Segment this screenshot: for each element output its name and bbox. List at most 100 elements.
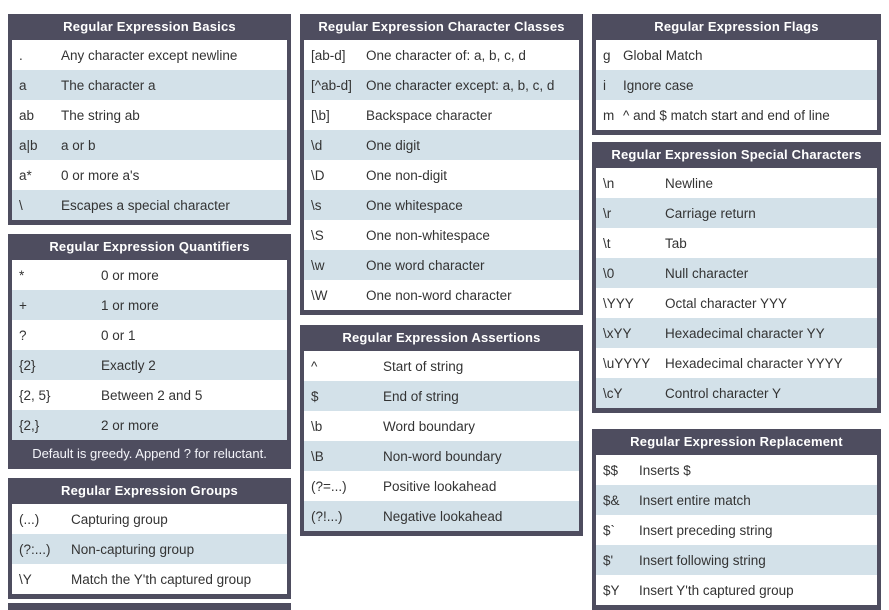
table-row: \d One digit — [304, 130, 579, 160]
table-groups-body: (...) Capturing group (?:...) Non-capturing… — [12, 504, 287, 594]
description-cell: Insert Y'th captured group — [639, 582, 794, 598]
table-row: \Y Match the Y'th captured group — [12, 564, 287, 594]
description-cell: One whitespace — [366, 197, 463, 213]
table-row: +1 or more — [12, 290, 287, 320]
table-row: \xYY Hexadecimal character YY — [596, 318, 877, 348]
pattern-cell: (...) — [19, 511, 40, 527]
table-flags-body: g Global Match i Ignore case m ^ and $ match … — [596, 40, 877, 130]
table-partial — [8, 603, 291, 610]
description-cell: Hexadecimal character YYYY — [665, 355, 843, 371]
table-row: ab The string ab — [12, 100, 287, 130]
pattern-cell: \S — [311, 227, 324, 243]
pattern-cell: a* — [19, 167, 32, 183]
table-replacement-title: Regular Expression Replacement — [596, 429, 877, 455]
table-row: (?!...) Negative lookahead — [304, 501, 579, 531]
description-cell: Any character except newline — [61, 47, 238, 63]
description-cell: Word boundary — [383, 418, 476, 434]
pattern-cell: \t — [603, 235, 611, 251]
table-replacement-body: $$ Inserts $ $& Insert entire match $` Insert… — [596, 455, 877, 605]
description-cell: Start of string — [383, 358, 464, 374]
table-row: \uYYYY Hexadecimal character YYYY — [596, 348, 877, 378]
description-cell: 0 or more — [101, 267, 159, 283]
description-cell: The string ab — [61, 107, 140, 123]
table-row: $$ Inserts $ — [596, 455, 877, 485]
pattern-cell: (?!...) — [311, 508, 343, 524]
table-row: $' Insert following string — [596, 545, 877, 575]
table-character-classes: Regular Expression Character Classes [ab-… — [300, 14, 583, 315]
table-row: {2, 5} Between 2 and 5 — [12, 380, 287, 410]
table-row: \cY Control character Y — [596, 378, 877, 408]
table-row: i Ignore case — [596, 70, 877, 100]
pattern-cell: $& — [603, 492, 620, 508]
pattern-cell: \B — [311, 448, 324, 464]
table-row: ^ Start of string — [304, 351, 579, 381]
table-row: a* 0 or more a's — [12, 160, 287, 190]
description-cell: a or b — [61, 137, 96, 153]
pattern-cell: \s — [311, 197, 322, 213]
table-row: $` Insert preceding string — [596, 515, 877, 545]
description-cell: 2 or more — [101, 417, 159, 433]
pattern-cell: a|b — [19, 137, 38, 153]
description-cell: Carriage return — [665, 205, 756, 221]
pattern-cell: \xYY — [603, 325, 632, 341]
pattern-cell: \YYY — [603, 295, 634, 311]
description-cell: 0 or more a's — [61, 167, 140, 183]
description-cell: One non-word character — [366, 287, 512, 303]
description-cell: Insert following string — [639, 552, 766, 568]
description-cell: The character a — [61, 77, 156, 93]
table-row: . Any character except newline — [12, 40, 287, 70]
description-cell: One character of: a, b, c, d — [366, 47, 526, 63]
pattern-cell: \Y — [19, 571, 32, 587]
table-assertions-title: Regular Expression Assertions — [304, 325, 579, 351]
pattern-cell: \r — [603, 205, 612, 221]
pattern-cell: \W — [311, 287, 328, 303]
table-replacement: Regular Expression Replacement $$ Inserts … — [592, 429, 881, 610]
pattern-cell: \ — [19, 197, 23, 213]
pattern-cell: $' — [603, 552, 614, 568]
description-cell: Inserts $ — [639, 462, 691, 478]
table-row: \b Word boundary — [304, 411, 579, 441]
table-row: [ab-d] One character of: a, b, c, d — [304, 40, 579, 70]
description-cell: Ignore case — [623, 77, 694, 93]
description-cell: One digit — [366, 137, 421, 153]
table-row: \n Newline — [596, 168, 877, 198]
description-cell: One character except: a, b, c, d — [366, 77, 555, 93]
table-row: (...) Capturing group — [12, 504, 287, 534]
pattern-cell: [\b] — [311, 107, 330, 123]
pattern-cell: g — [603, 47, 611, 63]
table-row: \D One non-digit — [304, 160, 579, 190]
pattern-cell: {2, 5} — [19, 387, 51, 403]
pattern-cell: \d — [311, 137, 323, 153]
pattern-cell: {2} — [19, 357, 36, 373]
column-left: Regular Expression Basics. Any character … — [8, 14, 291, 610]
table-special-characters: Regular Expression Special Characters \n N… — [592, 142, 881, 413]
table-row: {2} Exactly 2 — [12, 350, 287, 380]
table-character-classes-title: Regular Expression Character Classes — [304, 14, 579, 40]
table-special-characters-title: Regular Expression Special Characters — [596, 142, 877, 168]
table-row: \S One non-whitespace — [304, 220, 579, 250]
description-cell: Null character — [665, 265, 749, 281]
description-cell: Match the Y'th captured group — [71, 571, 252, 587]
table-row: ? 0 or 1 — [12, 320, 287, 350]
table-basics-body: . Any character except newline a The charac… — [12, 40, 287, 220]
table-row: \YYY Octal character YYY — [596, 288, 877, 318]
table-assertions-body: ^ Start of string $ End of string \b Word bou… — [304, 351, 579, 531]
description-cell: Octal character YYY — [665, 295, 788, 311]
description-cell: Capturing group — [71, 511, 168, 527]
table-row: \W One non-word character — [304, 280, 579, 310]
pattern-cell: [ab-d] — [311, 47, 346, 63]
table-row: \0 Null character — [596, 258, 877, 288]
pattern-cell: \w — [311, 257, 325, 273]
description-cell: 1 or more — [101, 297, 159, 313]
pattern-cell: $` — [603, 522, 616, 538]
pattern-cell: \n — [603, 175, 615, 191]
pattern-cell: (?=...) — [311, 478, 347, 494]
table-basics-title: Regular Expression Basics — [12, 14, 287, 40]
table-assertions: Regular Expression Assertions ^ Start of s… — [300, 325, 583, 536]
description-cell: Positive lookahead — [383, 478, 497, 494]
description-cell: Exactly 2 — [101, 357, 156, 373]
table-row: a|b a or b — [12, 130, 287, 160]
pattern-cell: * — [19, 267, 25, 283]
pattern-cell: \uYYYY — [603, 355, 651, 371]
table-groups: Regular Expression Groups (...) Capturing … — [8, 478, 291, 599]
